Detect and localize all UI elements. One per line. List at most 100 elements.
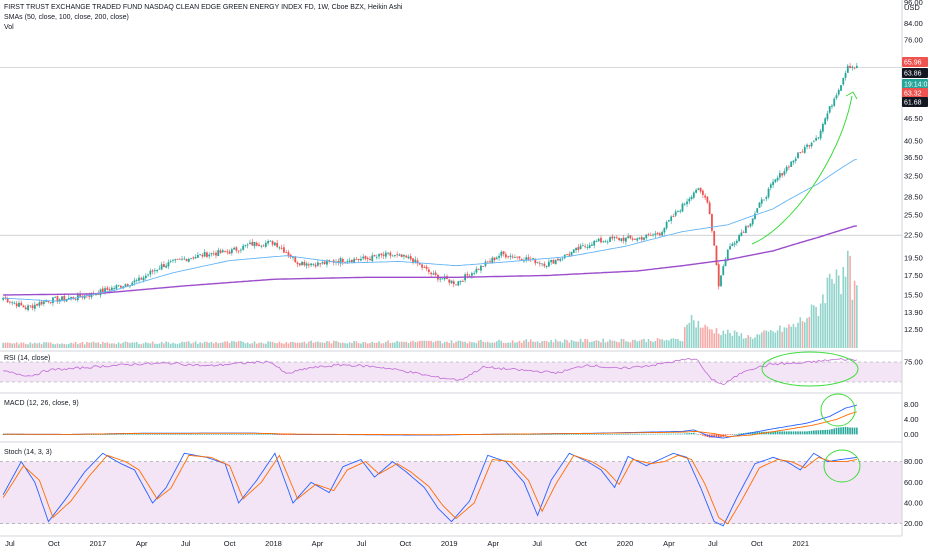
candle-body [183,258,186,260]
macd-histogram-bar [88,434,90,435]
candle-body [201,254,204,257]
candle-body [547,261,550,267]
candle [495,256,498,260]
candle-body [221,250,224,253]
volume-bar [169,343,172,348]
volume-bar [597,340,600,348]
candle-body [595,241,598,243]
candle [450,280,453,285]
candle [788,164,790,170]
macd-histogram-bar [525,434,528,435]
macd-histogram-bar [543,434,546,435]
time-axis-tick: 2021 [792,539,809,548]
candle-body [364,256,367,259]
candle [525,254,528,263]
candle-body [459,280,462,283]
volume-bar [188,341,190,348]
candle [695,188,697,194]
candle [584,243,587,249]
volume-bar [566,340,568,348]
candle-body [785,166,788,172]
candle [22,304,25,308]
volume-bar [210,341,213,348]
volume-bar [779,325,781,348]
volume-bar [337,341,340,348]
macd-histogram-bar [831,429,833,435]
volume-bar [595,340,598,348]
volume-bar [518,340,521,348]
candle-body [774,179,777,182]
candle [504,251,507,259]
macd-histogram-bar [636,433,638,435]
candle [339,256,342,267]
volume-bar [758,334,761,348]
volume-bar [104,342,106,348]
volume-bar [742,338,745,348]
candle-body [301,261,303,266]
candle [398,253,401,257]
candle-body [577,247,580,250]
candle-body [781,173,784,176]
macd-histogram-bar [661,433,663,435]
macd-histogram-bar [523,434,525,435]
macd-histogram-bar [579,434,582,435]
macd-histogram-bar [835,427,838,435]
macd-histogram-bar [638,433,641,435]
volume-bar [423,340,426,348]
candle-body [840,85,842,91]
macd-histogram-bar [529,434,532,435]
candle [124,283,127,287]
candle-body [735,240,738,244]
volume-bar [88,342,90,348]
volume-bar [446,341,448,348]
volume-bar [656,338,659,348]
candle-body [319,263,322,265]
candle [115,283,118,291]
candle-body [326,260,328,265]
volume-bar [756,334,759,348]
candle-body [371,255,374,262]
macd-histogram-bar [131,434,134,435]
volume-bar [760,332,763,348]
candle-body [156,269,159,272]
volume-bar [663,340,666,348]
candle-body [194,257,197,259]
volume-bar [294,342,297,348]
macd-histogram-bar [181,434,183,435]
candle [627,233,630,240]
macd-histogram-bar [650,433,652,435]
candle [380,252,383,258]
candle [828,106,831,114]
macd-histogram-bar [847,427,849,435]
currency-label: USD [904,3,920,12]
candle [498,253,500,261]
candle-body [228,251,231,254]
candle-body [151,270,154,272]
macd-histogram-bar [224,434,226,435]
candle-body [581,245,584,247]
volume-bar [86,341,88,348]
macd-histogram-bar [185,434,188,435]
candle-body [706,196,709,203]
volume-bar [228,342,231,348]
candle [629,235,632,240]
macd-histogram-bar [194,434,197,435]
candle-body [396,254,399,256]
volume-bar [120,343,122,348]
macd-histogram-bar [536,434,539,435]
candle [686,198,688,208]
volume-bar [405,341,408,348]
candle [83,294,86,300]
candle-body [545,266,548,267]
volume-bar [380,343,383,348]
volume-bar [412,340,414,348]
candle [794,156,797,164]
candle-body [606,241,609,243]
candle-body [663,227,666,233]
macd-histogram-bar [15,434,18,435]
macd-histogram-bar [518,434,521,435]
volume-bar [34,342,36,348]
candle-body [523,260,525,262]
candle-body [828,106,831,113]
volume-bar [208,342,210,348]
